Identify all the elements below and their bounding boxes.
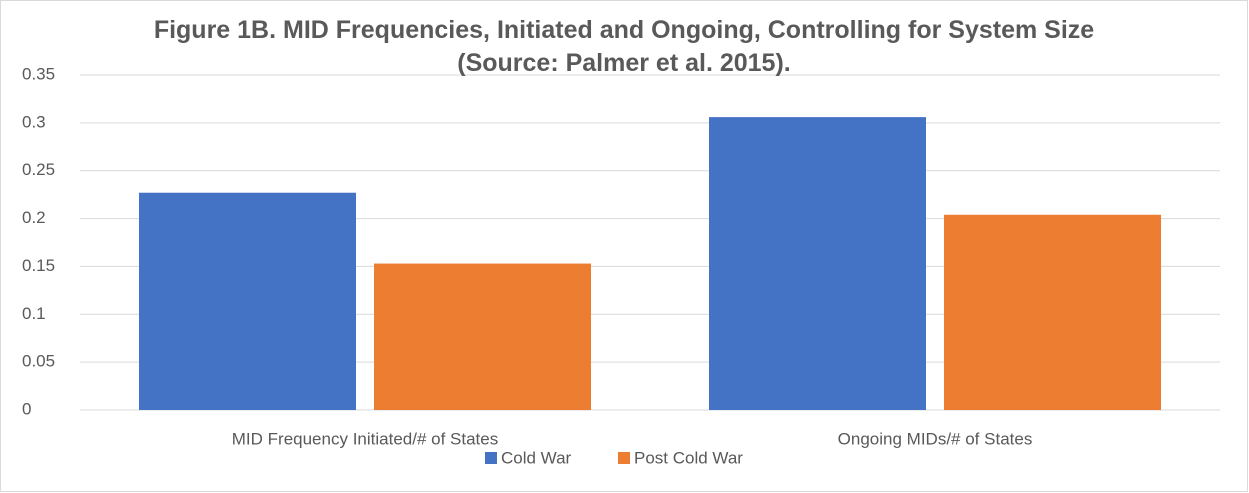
y-tick-label: 0.35 xyxy=(22,64,55,83)
y-tick-label: 0.2 xyxy=(22,208,46,227)
y-tick-label: 0.05 xyxy=(22,352,55,371)
x-tick-label: Ongoing MIDs/# of States xyxy=(838,429,1033,448)
bar xyxy=(374,263,591,410)
bar xyxy=(709,117,926,410)
legend-swatch xyxy=(618,452,630,464)
bar xyxy=(944,214,1161,410)
x-tick-label: MID Frequency Initiated/# of States xyxy=(232,429,498,448)
legend-label: Post Cold War xyxy=(634,448,743,467)
y-tick-label: 0.25 xyxy=(22,160,55,179)
legend-label: Cold War xyxy=(501,448,572,467)
y-tick-label: 0.15 xyxy=(22,256,55,275)
legend-swatch xyxy=(485,452,497,464)
bar xyxy=(139,192,356,410)
y-tick-label: 0.3 xyxy=(22,112,46,131)
y-tick-label: 0.1 xyxy=(22,304,46,323)
chart-title: Figure 1B. MID Frequencies, Initiated an… xyxy=(153,16,1095,77)
y-tick-label: 0 xyxy=(22,399,31,418)
